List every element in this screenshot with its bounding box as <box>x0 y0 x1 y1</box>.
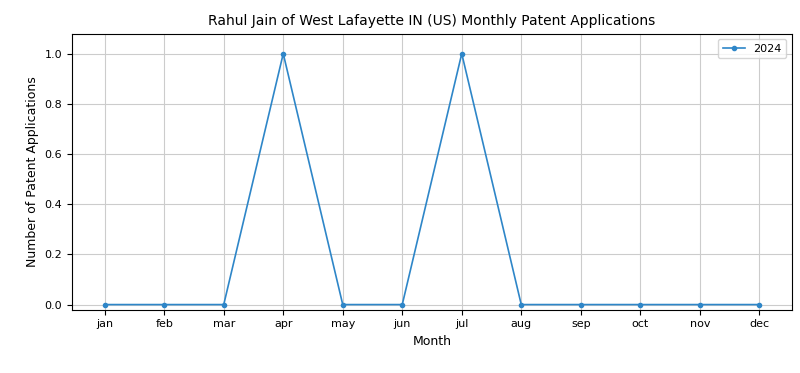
Y-axis label: Number of Patent Applications: Number of Patent Applications <box>26 76 39 267</box>
2024 <box>219 303 229 307</box>
2024 <box>159 303 169 307</box>
2024 <box>576 303 586 307</box>
2024 <box>100 303 110 307</box>
2024 <box>457 51 466 56</box>
2024 <box>338 303 347 307</box>
Legend: 2024: 2024 <box>718 39 786 58</box>
Title: Rahul Jain of West Lafayette IN (US) Monthly Patent Applications: Rahul Jain of West Lafayette IN (US) Mon… <box>208 14 656 28</box>
2024 <box>695 303 705 307</box>
2024 <box>398 303 407 307</box>
X-axis label: Month: Month <box>413 335 451 348</box>
2024 <box>635 303 645 307</box>
2024 <box>517 303 526 307</box>
Line: 2024: 2024 <box>102 51 762 307</box>
2024 <box>278 51 288 56</box>
2024 <box>754 303 764 307</box>
